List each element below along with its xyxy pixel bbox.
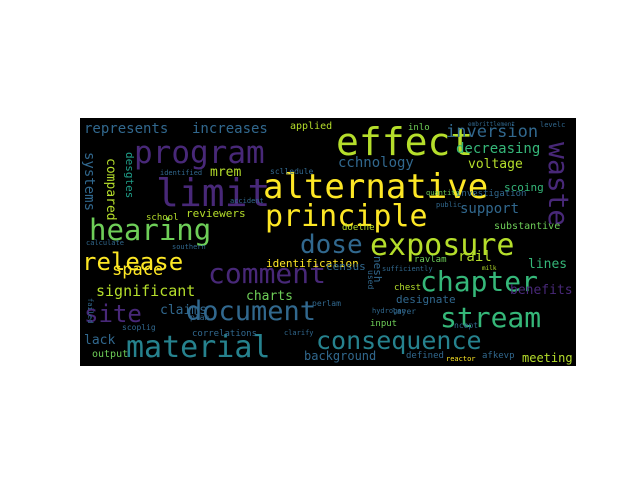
word-school: school (146, 213, 179, 223)
word-principle: principle (265, 199, 428, 234)
word-designate: designate (396, 293, 456, 306)
word-release: release (82, 248, 184, 276)
word-systems: systems (81, 152, 97, 212)
word-effect: effect (336, 120, 474, 164)
word-lines: lines (528, 257, 568, 272)
word-voltage: voltage (468, 157, 523, 172)
word-clarify: clarify (284, 329, 314, 337)
word-consequence: consequence (316, 326, 482, 355)
word-site: site (84, 300, 142, 328)
word-limit: limit (156, 171, 271, 215)
word-reviewers: reviewers (186, 207, 246, 220)
word-material: material (126, 330, 271, 365)
word-ravlam: ravlam (414, 255, 447, 265)
word-chest: chest (394, 283, 422, 293)
word-scoing: scoing (504, 181, 544, 194)
word-failed: failed (86, 298, 94, 324)
word-sclledule: sclledule (270, 167, 314, 176)
word-embrittlement: embrittlement (468, 121, 515, 128)
word-substantive: substantive (494, 221, 561, 232)
word-lack: lack (84, 333, 116, 348)
word-stream: stream (440, 301, 542, 334)
word-alternative: alternative (263, 167, 489, 207)
word-ncept: ncept (454, 321, 479, 330)
word-program: program (134, 135, 265, 171)
word-defined: defined (406, 351, 444, 361)
word-accident: accident (230, 197, 264, 205)
word-dose: dose (300, 230, 363, 260)
word-cloud: alternative principle effect program lim… (80, 118, 576, 366)
word-space: space (112, 260, 164, 280)
word-cchnology: cchnology (338, 155, 414, 171)
word-compared: compared (103, 158, 118, 221)
word-afkevp: afkevp (482, 351, 515, 361)
word-calculate: calculate (86, 239, 124, 247)
word-doelne: doelne (342, 223, 375, 233)
word-inversion: inversion (446, 122, 539, 142)
word-mrem: mrem (210, 165, 242, 180)
word-represents: represents (84, 121, 169, 137)
word-plan: plan (190, 313, 210, 322)
word-support: support (460, 201, 520, 217)
word-levelc: levelc (540, 121, 566, 129)
word-investigation: investigation (456, 189, 527, 199)
word-nesh: nesh (371, 256, 384, 283)
word-claims: claims (160, 303, 207, 318)
word-exposure: exposure (370, 228, 515, 263)
word-meeting: meeting (522, 351, 573, 365)
word-document: document (186, 296, 317, 327)
word-background: background (304, 349, 377, 363)
word-rail: rail (458, 249, 492, 265)
word-sufficiently: sufficiently (382, 265, 433, 273)
word-benefits: benefits (510, 283, 573, 298)
word-reactor: reactor (446, 355, 476, 363)
word-perlam: perlam (312, 299, 341, 308)
word-identified: identified (160, 169, 203, 177)
word-input: input (370, 319, 398, 329)
word-correlations: correlations (192, 329, 258, 339)
word-hearing: hearing (89, 213, 212, 247)
word-inlo: inlo (408, 123, 430, 133)
word-desgtes: desgtes (123, 152, 136, 199)
word-public: public (436, 201, 462, 209)
word-waste: waste (542, 142, 575, 227)
word-output: output (92, 349, 129, 360)
word-comment: comment (208, 257, 327, 290)
word-hydrogen: hydrogen (372, 307, 406, 315)
word-charts: charts (246, 289, 293, 304)
word-identification: identification (266, 257, 359, 270)
word-scoplig: scoplig (122, 323, 156, 332)
word-applied: applied (290, 121, 333, 132)
word-increases: increases (192, 121, 268, 137)
word-chapter: chapter (420, 265, 539, 298)
word-census: census (326, 260, 366, 273)
word-layer: layer (392, 307, 417, 316)
word-significant: significant (96, 282, 196, 300)
word-quantity: quantity (426, 189, 460, 197)
word-milk: milk (482, 265, 497, 272)
word-decreasing: decreasing (456, 141, 541, 157)
word-southern: southern (172, 243, 206, 251)
word-used: used (366, 270, 375, 290)
